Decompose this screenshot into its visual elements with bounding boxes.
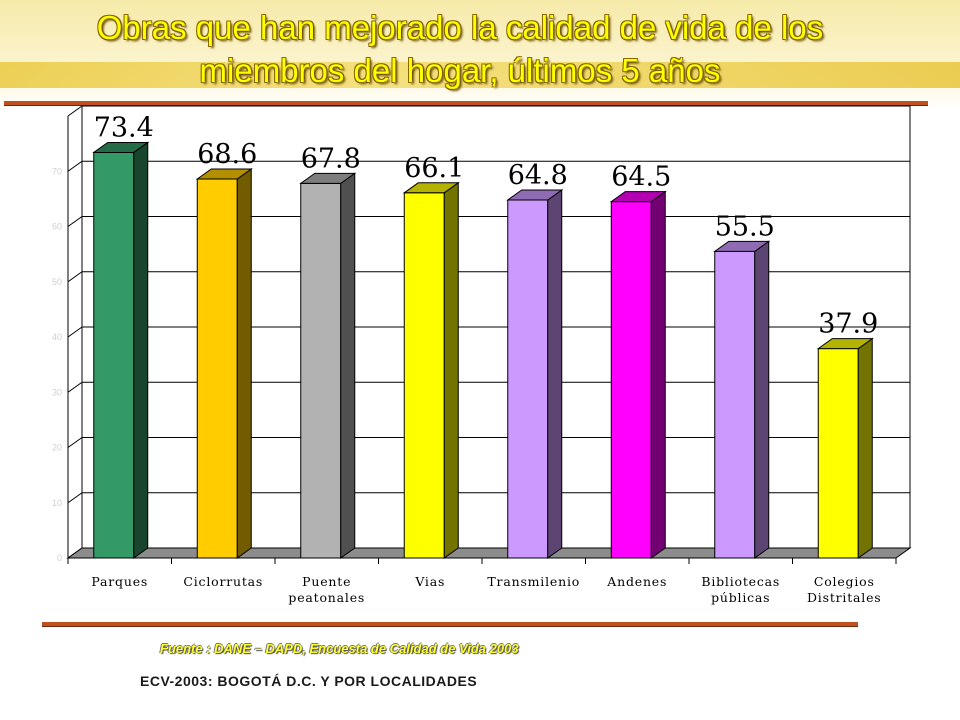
y-tick-label: 40 bbox=[52, 332, 62, 342]
gridline-side bbox=[67, 381, 83, 393]
y-tick-label: 60 bbox=[52, 222, 62, 232]
bar-top bbox=[92, 141, 150, 153]
bar-top bbox=[195, 168, 253, 180]
bar-side bbox=[857, 337, 873, 559]
data-label: 67.8 bbox=[301, 143, 361, 174]
x-tick-label: Vias bbox=[414, 574, 445, 589]
footer-caption: ECV-2003: BOGOTÁ D.C. Y POR LOCALIDADES bbox=[140, 673, 478, 689]
x-tick-label: Parques bbox=[91, 574, 148, 589]
data-label: 66.1 bbox=[404, 153, 464, 184]
footer-divider bbox=[42, 622, 858, 627]
bar bbox=[817, 348, 859, 559]
y-tick-label: 50 bbox=[52, 277, 62, 287]
bar-side bbox=[236, 168, 252, 559]
bar bbox=[507, 199, 549, 559]
bar-side bbox=[340, 172, 356, 559]
gridline-side bbox=[67, 437, 83, 448]
data-label: 64.5 bbox=[611, 162, 671, 193]
y-tick-label: 70 bbox=[52, 166, 62, 176]
gridline-side bbox=[67, 160, 83, 172]
x-tick-label: Puente peatonales bbox=[288, 574, 365, 605]
bar-top bbox=[713, 240, 771, 252]
bar-top bbox=[816, 338, 874, 350]
source-note: Fuente : DANE – DAPD, Encuesta de Calida… bbox=[160, 641, 519, 656]
y-tick-label: 20 bbox=[52, 443, 62, 453]
bar-top bbox=[506, 189, 564, 201]
data-label: 68.6 bbox=[197, 139, 257, 170]
bar-top bbox=[609, 191, 667, 203]
bar bbox=[300, 182, 342, 559]
header-decoration bbox=[0, 0, 960, 110]
gridline-side bbox=[67, 105, 83, 117]
data-label: 37.9 bbox=[818, 309, 878, 340]
bar-side bbox=[133, 141, 149, 559]
gridline-side bbox=[67, 216, 83, 227]
bar-side bbox=[650, 190, 666, 559]
x-tick-label: Colegios Distritales bbox=[807, 574, 882, 605]
bar-side bbox=[754, 240, 770, 559]
bar bbox=[714, 250, 756, 559]
chart-title-line1: Obras que han mejorado la calidad de vid… bbox=[96, 9, 824, 46]
bar-top bbox=[299, 172, 357, 184]
y-tick-label: 30 bbox=[52, 387, 62, 397]
plot-floor bbox=[66, 547, 912, 559]
chart-title-line2: miembros del hogar, últimos 5 años bbox=[199, 52, 721, 89]
x-tick-label: Transmilenio bbox=[487, 574, 580, 589]
data-label: 55.5 bbox=[715, 211, 775, 242]
gridline-side bbox=[67, 326, 83, 338]
bar bbox=[403, 192, 445, 559]
bar bbox=[610, 201, 652, 559]
x-tick-label: Ciclorrutas bbox=[183, 574, 263, 589]
bar-side bbox=[547, 189, 563, 559]
bar-side bbox=[443, 181, 459, 559]
gridline-side bbox=[67, 492, 83, 504]
bar bbox=[196, 178, 238, 559]
bar-top bbox=[402, 182, 460, 194]
chart-title: Obras que han mejorado la calidad de vid… bbox=[0, 6, 920, 92]
x-tick-label: Andenes bbox=[606, 574, 667, 589]
data-label: 64.8 bbox=[508, 160, 568, 191]
bar bbox=[93, 151, 135, 559]
gridline-side bbox=[67, 271, 83, 283]
header-decoration-band bbox=[0, 62, 960, 88]
x-tick-label: Bibliotecas públicas bbox=[701, 574, 780, 605]
y-tick-label: 10 bbox=[52, 498, 62, 508]
y-tick-label: 0 bbox=[57, 553, 62, 563]
data-label: 73.4 bbox=[94, 112, 154, 143]
